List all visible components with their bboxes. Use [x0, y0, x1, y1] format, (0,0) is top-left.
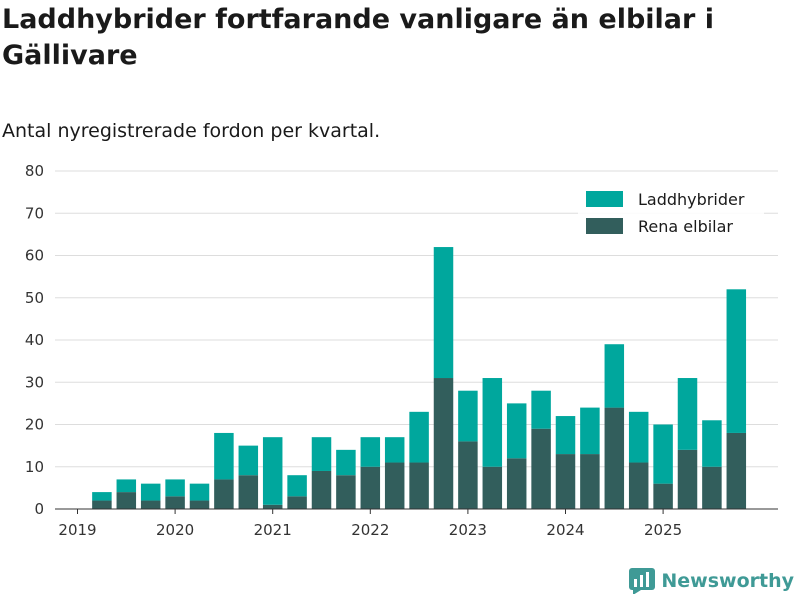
bar-rena-elbilar	[92, 500, 112, 509]
bar-laddhybrider	[726, 289, 747, 433]
y-tick-label: 70	[25, 204, 44, 222]
legend-label-rena-elbilar: Rena elbilar	[638, 217, 733, 236]
bar-laddhybrider	[482, 378, 503, 467]
bars	[92, 247, 747, 509]
bar-laddhybrider	[384, 437, 405, 463]
y-tick-label: 60	[25, 247, 44, 265]
bar-rena-elbilar	[116, 492, 137, 509]
legend-swatch-laddhybrider	[586, 191, 623, 207]
bar-laddhybrider	[140, 483, 161, 501]
x-tick-label: 2023	[449, 521, 487, 539]
bar-laddhybrider	[628, 411, 649, 463]
legend-label-laddhybrider: Laddhybrider	[638, 190, 745, 209]
bar-laddhybrider	[506, 403, 527, 459]
bar-laddhybrider	[360, 437, 381, 467]
bar-laddhybrider	[116, 479, 137, 493]
bar-rena-elbilar	[165, 496, 185, 509]
bar-laddhybrider	[555, 416, 576, 455]
bar-rena-elbilar	[628, 462, 649, 509]
bar-laddhybrider	[458, 390, 478, 442]
legend-swatch-rena-elbilar	[586, 218, 623, 234]
bar-rena-elbilar	[580, 454, 600, 509]
bar-laddhybrider	[336, 449, 356, 476]
x-tick-label: 2025	[644, 521, 682, 539]
bar-laddhybrider	[677, 378, 698, 450]
bar-laddhybrider	[165, 479, 185, 497]
bar-laddhybrider	[604, 344, 625, 408]
newsworthy-logo: Newsworthy	[629, 568, 794, 594]
y-tick-label: 50	[25, 289, 44, 307]
bar-laddhybrider	[409, 411, 429, 463]
x-tick-label: 2019	[58, 521, 96, 539]
y-axis-ticks: 0 10 20 30 40 50 60 70 80	[25, 162, 44, 518]
bar-laddhybrider	[92, 492, 112, 501]
bar-laddhybrider	[189, 483, 210, 501]
bar-rena-elbilar	[677, 449, 698, 509]
bar-laddhybrider	[653, 424, 673, 484]
x-tick-label: 2022	[351, 521, 389, 539]
bar-rena-elbilar	[189, 500, 210, 509]
chart-subtitle: Antal nyregistrerade fordon per kvartal.	[2, 120, 381, 142]
y-tick-label: 10	[25, 458, 44, 476]
x-tick-label: 2024	[546, 521, 584, 539]
bar-laddhybrider	[238, 445, 259, 476]
bar-rena-elbilar	[531, 428, 551, 509]
bar-rena-elbilar	[384, 462, 405, 509]
y-tick-label: 80	[25, 162, 44, 180]
newsworthy-logo-text: Newsworthy	[661, 570, 794, 592]
bar-rena-elbilar	[214, 479, 234, 509]
bar-laddhybrider	[433, 247, 454, 379]
bar-rena-elbilar	[604, 407, 625, 509]
y-tick-label: 20	[25, 416, 44, 434]
newsworthy-logo-icon	[629, 568, 656, 594]
bar-rena-elbilar	[653, 483, 673, 509]
bar-rena-elbilar	[287, 496, 307, 509]
y-tick-label: 40	[25, 331, 44, 349]
x-tick-label: 2021	[254, 521, 292, 539]
bar-rena-elbilar	[140, 500, 161, 509]
bar-rena-elbilar	[555, 454, 576, 509]
bar-rena-elbilar	[311, 470, 332, 509]
bar-rena-elbilar	[433, 378, 454, 509]
bar-laddhybrider	[262, 437, 283, 505]
bar-rena-elbilar	[409, 462, 429, 509]
bar-laddhybrider	[531, 390, 551, 429]
bar-laddhybrider	[580, 407, 600, 455]
legend: Laddhybrider Rena elbilar	[578, 184, 764, 248]
y-tick-label: 0	[34, 500, 44, 518]
bar-rena-elbilar	[458, 441, 478, 509]
bar-rena-elbilar	[482, 466, 503, 509]
bar-rena-elbilar	[262, 504, 283, 509]
bar-rena-elbilar	[238, 475, 259, 509]
bar-rena-elbilar	[506, 458, 527, 509]
x-tick-label: 2020	[156, 521, 194, 539]
bar-rena-elbilar	[336, 475, 356, 509]
bar-laddhybrider	[311, 437, 332, 471]
bar-laddhybrider	[287, 475, 307, 497]
x-axis: 2019 2020 2021 2022 2023 2024 2025	[55, 508, 778, 539]
chart-title: Laddhybrider fortfarande vanligare än el…	[2, 4, 714, 71]
bar-rena-elbilar	[702, 466, 722, 509]
y-tick-label: 30	[25, 373, 44, 391]
bar-rena-elbilar	[726, 432, 747, 509]
bar-laddhybrider	[214, 432, 234, 480]
bar-rena-elbilar	[360, 466, 381, 509]
bar-laddhybrider	[702, 420, 722, 467]
